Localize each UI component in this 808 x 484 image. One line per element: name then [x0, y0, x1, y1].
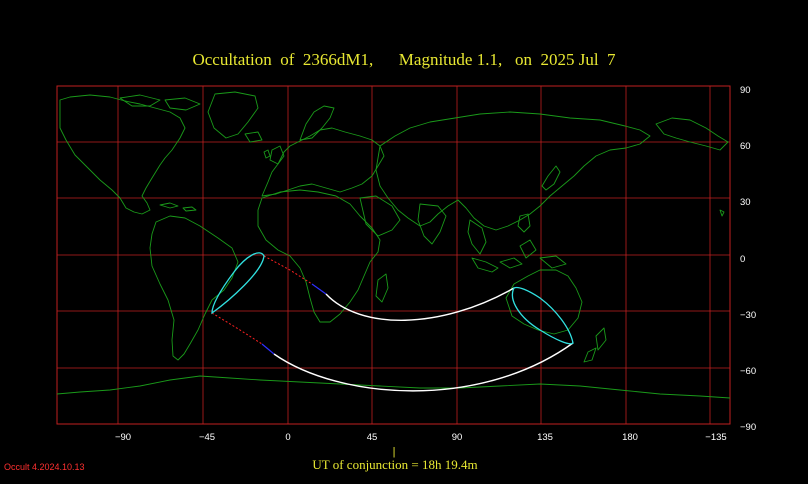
coast-philippines: [517, 213, 531, 233]
limb-curves: [211, 252, 574, 345]
coast-indonesia: [471, 239, 567, 273]
lat-label-neg90: −90: [740, 422, 756, 433]
coast-british-isles: [263, 145, 285, 165]
lat-label-30: 30: [740, 197, 751, 208]
coast-antarctica: [56, 375, 731, 399]
map-title: Occultation of 2366dM1, Magnitude 1.1, o…: [0, 50, 808, 70]
dotted-north-extension: [263, 255, 313, 285]
title-magnitude: Magnitude 1.1,: [398, 50, 503, 69]
title-date: on 2025 Jul 7: [514, 50, 616, 69]
lon-label-135: 135: [537, 432, 553, 443]
path-extensions: [211, 255, 313, 345]
lon-label-90: 90: [452, 432, 463, 443]
limb-east: [511, 286, 574, 345]
lat-label-neg30: −30: [740, 310, 756, 321]
lat-label-neg60: −60: [740, 366, 756, 377]
coast-madagascar: [375, 273, 389, 303]
coast-india: [417, 203, 447, 245]
coast-southeast-asia: [467, 219, 487, 255]
coast-caribbean: [159, 202, 197, 212]
lon-label-neg135: −135: [705, 432, 726, 443]
path-north-limit: [325, 287, 515, 321]
latitude-labels: 90 60 30 0 −30 −60 −90: [740, 85, 756, 433]
coast-scandinavia: [299, 105, 335, 141]
lat-label-90: 90: [740, 85, 751, 96]
blue-north-segment: [311, 283, 327, 295]
coast-arctic-islands: [119, 94, 263, 143]
occultation-path: [273, 287, 574, 392]
blue-segments: [261, 283, 327, 355]
coast-north-america: [59, 94, 186, 215]
dotted-south-extension: [211, 312, 263, 345]
lon-label-neg90: −90: [115, 432, 131, 443]
coastlines: [56, 91, 731, 399]
limb-west: [211, 252, 265, 315]
title-object: Occultation of 2366dM1,: [192, 50, 374, 69]
conjunction-time: UT of conjunction = 18h 19.4m: [312, 457, 478, 472]
coast-asia: [375, 111, 651, 231]
coast-south-america: [149, 215, 239, 361]
coast-hawaii: [719, 209, 725, 217]
path-south-limit: [273, 342, 574, 392]
coast-africa: [257, 189, 381, 323]
lon-label-45: 45: [367, 432, 378, 443]
coast-europe: [261, 127, 385, 197]
longitude-labels: −90 −45 0 45 90 135 180 −135: [115, 432, 727, 443]
lon-label-0: 0: [285, 432, 290, 443]
coast-greenland: [207, 91, 259, 139]
lat-label-60: 60: [740, 141, 751, 152]
version-label: Occult 4.2024.10.13: [4, 462, 85, 472]
blue-south-segment: [261, 343, 275, 355]
lon-label-180: 180: [622, 432, 638, 443]
coast-australia: [505, 269, 583, 335]
lon-label-neg45: −45: [199, 432, 215, 443]
coast-alaska: [655, 117, 729, 151]
conjunction-tick: |: [393, 446, 396, 458]
lat-label-0: 0: [740, 254, 745, 265]
coast-arabia: [359, 195, 401, 237]
coast-new-zealand: [583, 327, 607, 363]
coast-japan: [541, 165, 561, 191]
